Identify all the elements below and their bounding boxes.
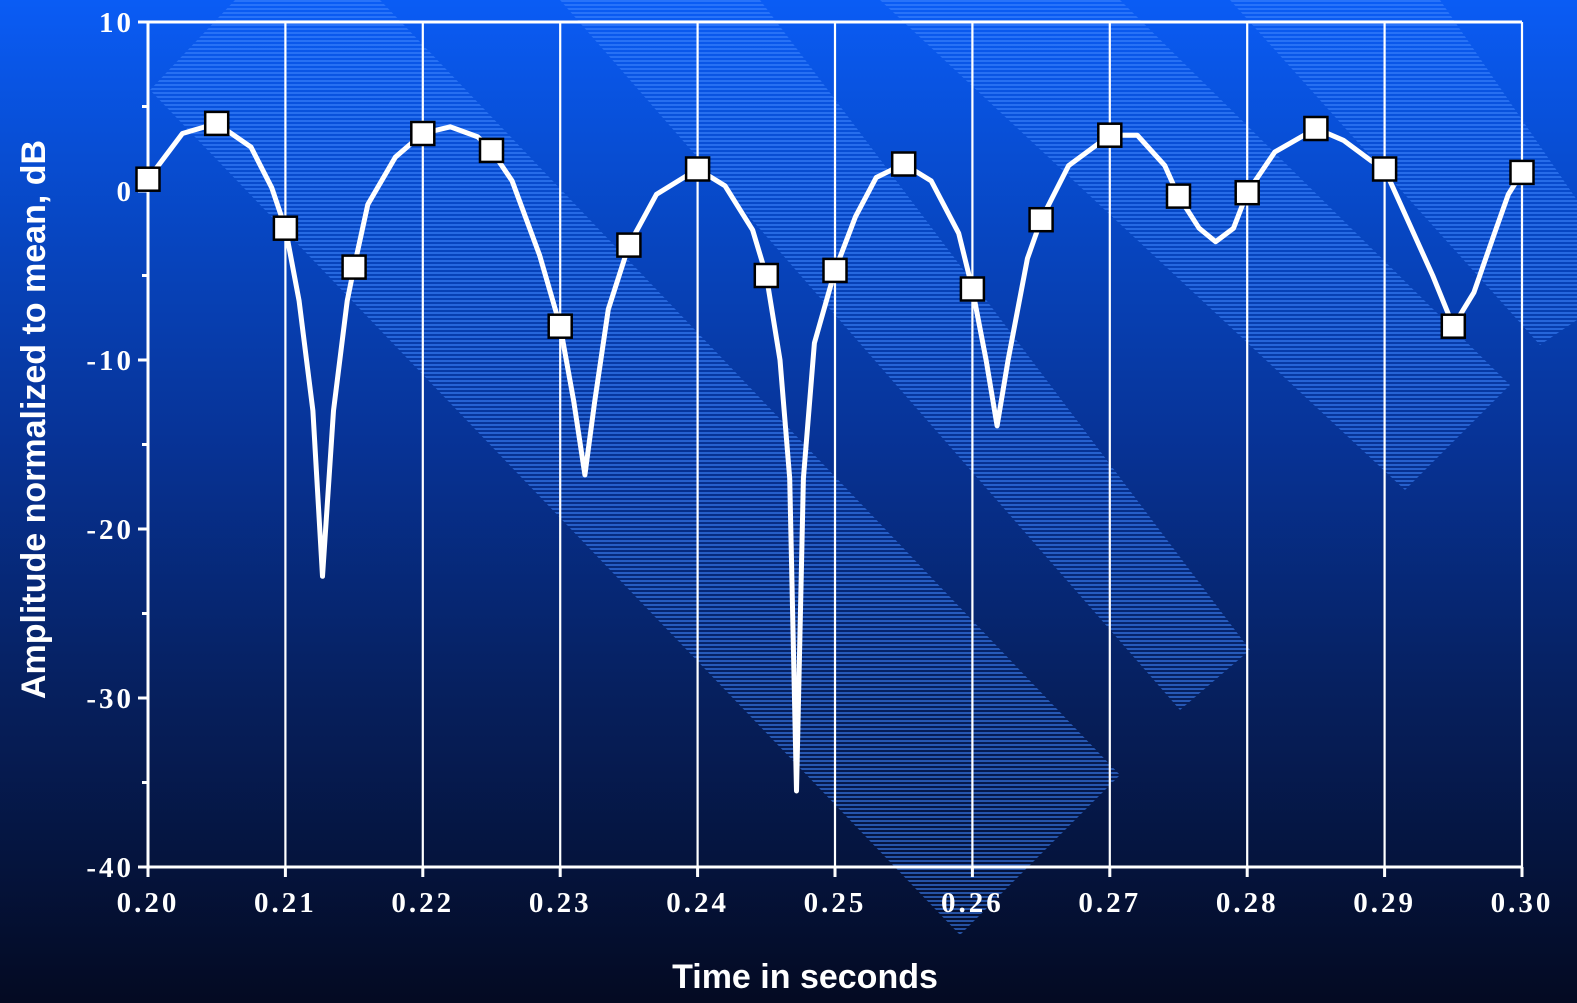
x-tick-label: 0.28 [1216, 887, 1279, 919]
y-tick-label: -10 [86, 345, 134, 377]
y-tick-label: -40 [86, 852, 134, 884]
background-stripe [880, 0, 1510, 490]
y-tick-label: -20 [86, 514, 134, 546]
x-axis-label: Time in seconds [672, 958, 938, 996]
x-tick-label: 0.23 [529, 887, 592, 919]
background-stripe [1230, 0, 1577, 345]
data-point-marker [1234, 179, 1260, 206]
data-point-marker [1371, 156, 1398, 182]
data-point-marker [203, 110, 230, 137]
x-tick-label: 0.20 [117, 887, 180, 919]
data-point-marker [890, 151, 917, 177]
x-tick-label: 0.30 [1491, 887, 1554, 919]
data-point-marker [1028, 206, 1054, 233]
x-tick-label: 0.22 [391, 887, 454, 919]
x-tick-label: 0.27 [1078, 887, 1141, 919]
x-tick-label: 0.25 [804, 887, 867, 919]
amplitude-line [145, 120, 1525, 794]
data-point-marker [341, 254, 367, 280]
plot-area [135, 110, 1535, 794]
data-point-marker [1097, 122, 1123, 148]
x-tick-labels: 0.20 0.21 0.22 0.23 0.24 0.25 0.26 0.27 0.28 0.29… [117, 887, 1554, 919]
data-point-marker [478, 137, 505, 164]
x-tick-label: 0.26 [941, 887, 1004, 919]
data-point-marker [547, 313, 573, 339]
data-point-marker [1440, 313, 1467, 339]
y-axis-label: Amplitude normalized to mean, dB [15, 140, 53, 699]
x-tick-label: 0.24 [666, 887, 729, 919]
y-tick-label: -30 [86, 683, 134, 715]
background-stripe [560, 0, 1250, 710]
data-point-marker [1509, 159, 1535, 186]
x-tick-label: 0.29 [1353, 887, 1416, 919]
y-tick-labels: 10 0 -10 -20 -30 -40 [86, 7, 135, 884]
data-point-marker [410, 120, 436, 147]
data-point-marker [272, 215, 299, 241]
data-point-marker [684, 156, 711, 182]
data-point-marker [135, 166, 161, 192]
data-point-marker [616, 232, 642, 258]
axes [138, 20, 1524, 877]
y-tick-label: 10 [99, 7, 134, 39]
data-point-marker [1303, 115, 1329, 142]
data-point-marker [1165, 183, 1192, 209]
background-stripe [150, 0, 1120, 935]
x-tick-label: 0.21 [254, 887, 317, 919]
background-stripes [150, 0, 1577, 935]
y-tick-label: 0 [117, 176, 135, 208]
data-point-marker [822, 257, 848, 284]
data-point-marker [753, 262, 780, 289]
data-point-marker [959, 276, 986, 302]
